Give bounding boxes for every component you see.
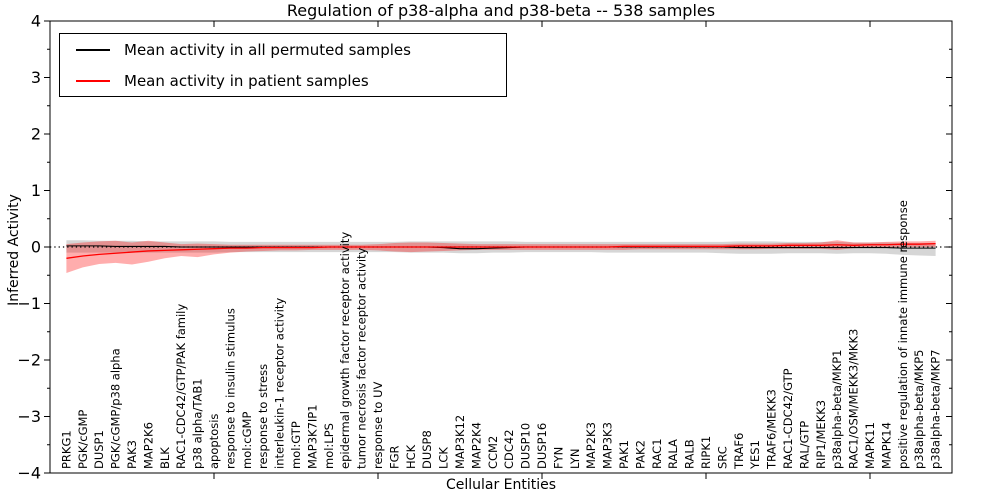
entity-label: p38 alpha/TAB1 bbox=[191, 378, 205, 469]
entity-label: DUSP8 bbox=[420, 430, 434, 469]
entity-label: PGK/cGMP/p38 alpha bbox=[109, 348, 123, 469]
patient-confidence-band bbox=[66, 240, 936, 273]
chart-title: Regulation of p38-alpha and p38-beta -- … bbox=[286, 1, 716, 20]
y-tick-label: −4 bbox=[17, 464, 41, 483]
entity-label: YES1 bbox=[748, 440, 762, 470]
entity-label: MAP2K3 bbox=[584, 422, 598, 469]
y-tick-label: 0 bbox=[31, 238, 41, 257]
y-tick-label: 2 bbox=[31, 125, 41, 144]
entity-label: interleukin-1 receptor activity bbox=[273, 298, 287, 469]
entity-label: CCM2 bbox=[486, 436, 500, 469]
permuted-line-swatch bbox=[76, 48, 110, 51]
entity-label: RIP1/MEKK3 bbox=[814, 400, 828, 469]
entity-label: BLK bbox=[158, 447, 172, 469]
entity-label: CDC42 bbox=[502, 429, 516, 469]
entity-label: DUSP10 bbox=[519, 423, 533, 469]
entity-label: tumor necrosis factor receptor activity bbox=[355, 247, 369, 469]
patient-mean-line bbox=[66, 242, 936, 259]
y-tick-label: 3 bbox=[31, 68, 41, 87]
entity-label: mol:LPS bbox=[322, 423, 336, 469]
entity-label: p38alpha-beta/MKP7 bbox=[929, 350, 943, 469]
entity-label: epidermal growth factor receptor activit… bbox=[338, 232, 352, 469]
entity-label: FGR bbox=[387, 445, 401, 469]
y-tick-label: −1 bbox=[17, 294, 41, 313]
entity-label: FYN bbox=[551, 447, 565, 469]
entity-label: PAK1 bbox=[617, 440, 631, 469]
entity-label: RIPK1 bbox=[699, 436, 713, 469]
entity-label: RAL/GTP bbox=[797, 421, 811, 469]
entity-label: apoptosis bbox=[207, 414, 221, 469]
y-axis-label: Inferred Activity bbox=[6, 194, 22, 306]
entity-label: mol:GTP bbox=[289, 421, 303, 469]
entity-label: response to insulin stimulus bbox=[223, 308, 237, 469]
entity-label: RALB bbox=[683, 439, 697, 469]
entity-label: PRKG1 bbox=[59, 430, 73, 469]
entity-label: MAP3K12 bbox=[453, 415, 467, 469]
entity-label: RAC1-CDC42/GTP bbox=[781, 368, 795, 469]
entity-label: LCK bbox=[437, 447, 451, 469]
entity-label: RAC1-CDC42/GTP/PAK family bbox=[174, 304, 188, 469]
entity-label: mol:cGMP bbox=[240, 412, 254, 469]
legend-item-patient: Mean activity in patient samples bbox=[60, 65, 506, 96]
entity-label: RALA bbox=[666, 439, 680, 469]
y-tick-label: −2 bbox=[17, 351, 41, 370]
legend-item-permuted: Mean activity in all permuted samples bbox=[60, 34, 506, 65]
entity-label: response to stress bbox=[256, 364, 270, 469]
entity-label: PGK/cGMP bbox=[76, 410, 90, 469]
x-axis-label: Cellular Entities bbox=[445, 477, 557, 493]
permuted-mean-line bbox=[66, 245, 936, 250]
entity-label: RAC1 bbox=[650, 438, 664, 469]
entity-label: DUSP1 bbox=[92, 430, 106, 469]
entity-label: HCK bbox=[404, 444, 418, 469]
legend: Mean activity in all permuted samples Me… bbox=[59, 33, 507, 97]
patient-line-swatch bbox=[76, 79, 110, 82]
entity-label: p38alpha-beta/MKP5 bbox=[912, 350, 926, 469]
entity-label: SRC bbox=[715, 446, 729, 469]
y-tick-label: 1 bbox=[31, 181, 41, 200]
entity-label: RAC1/OSM/MEKK3/MKK3 bbox=[847, 329, 861, 469]
y-tick-label: −3 bbox=[17, 407, 41, 426]
legend-label-permuted: Mean activity in all permuted samples bbox=[124, 40, 411, 59]
entity-label: PAK3 bbox=[125, 440, 139, 469]
entity-label: MAP2K6 bbox=[141, 422, 155, 469]
y-tick-label: 4 bbox=[31, 12, 41, 31]
entity-label: TRAF6 bbox=[732, 433, 746, 470]
entity-label: MAP2K4 bbox=[469, 422, 483, 469]
entity-label: LYN bbox=[568, 448, 582, 469]
entity-label: PAK2 bbox=[633, 440, 647, 469]
entity-label: p38alpha-beta/MKP1 bbox=[830, 350, 844, 469]
entity-label: MAPK14 bbox=[879, 422, 893, 469]
entity-label: MAPK11 bbox=[863, 422, 877, 469]
entity-label: DUSP16 bbox=[535, 423, 549, 469]
legend-label-patient: Mean activity in patient samples bbox=[124, 71, 369, 90]
entity-label: MAP3K3 bbox=[601, 422, 615, 469]
entity-label: response to UV bbox=[371, 381, 385, 469]
entity-label: TRAF6/MEKK3 bbox=[765, 389, 779, 470]
entity-label: MAP3K7IP1 bbox=[305, 404, 319, 469]
entity-label: positive regulation of innate immune res… bbox=[896, 200, 910, 469]
